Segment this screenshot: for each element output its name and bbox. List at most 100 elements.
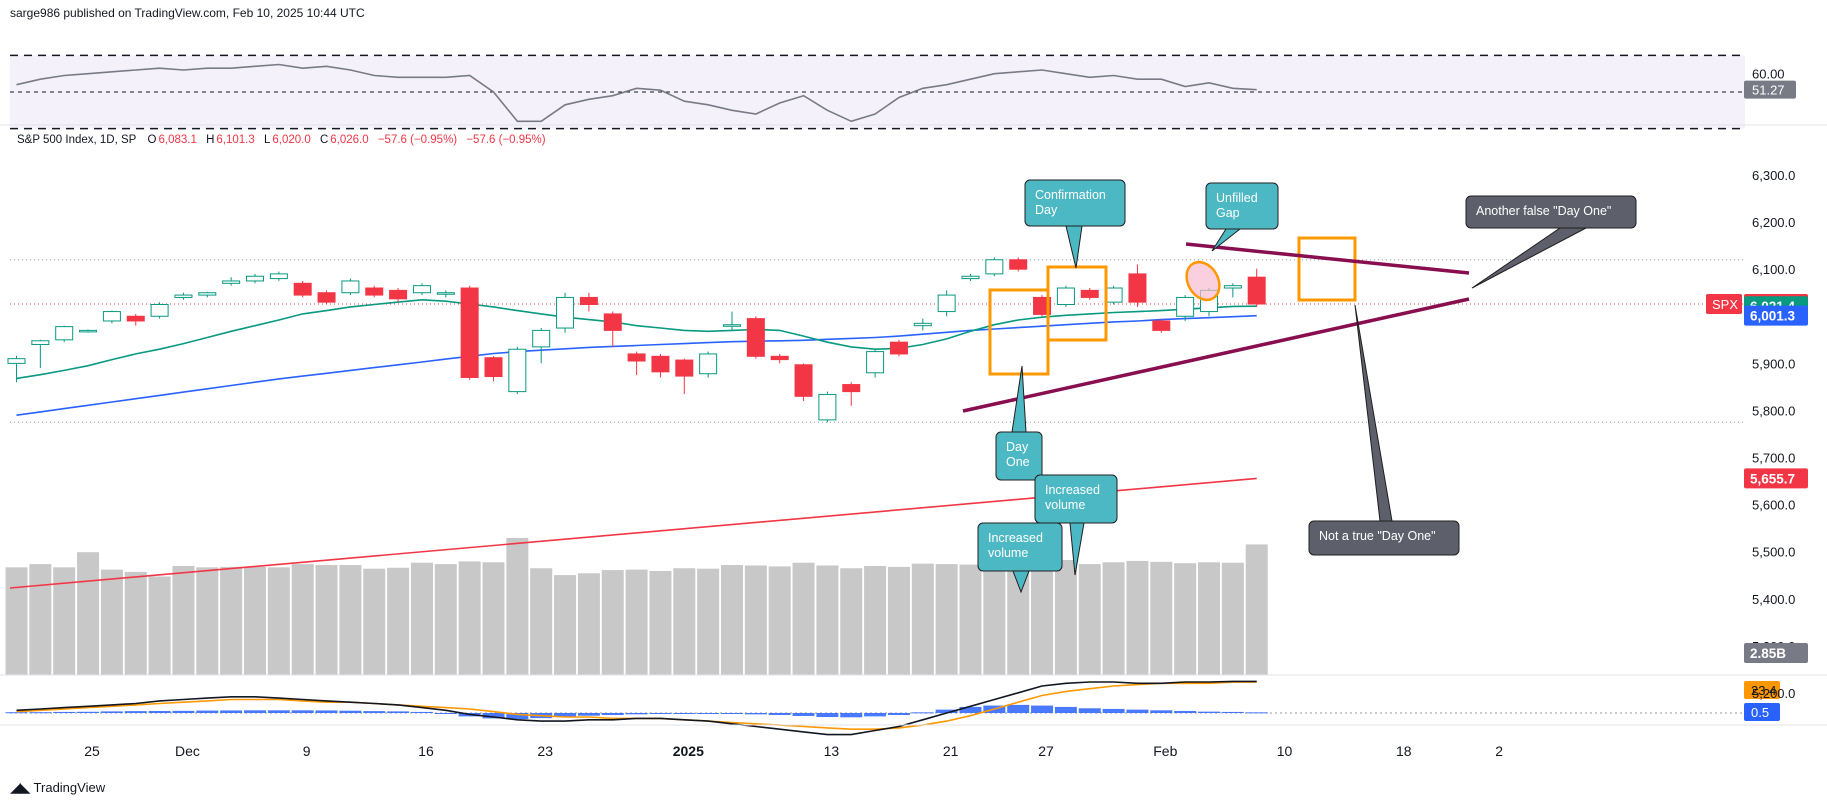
ma20-line — [16, 298, 1257, 380]
macd-histogram-bar — [77, 711, 100, 713]
highlight-box — [1046, 265, 1108, 342]
high-label: H — [206, 134, 215, 146]
price-tag-label: 2.85B — [1750, 646, 1786, 661]
price-tick-label: 5,700.0 — [1752, 451, 1795, 466]
candle-down — [651, 355, 670, 373]
price-tick-label: 6,200.0 — [1752, 215, 1795, 230]
time-tick-label: 10 — [1277, 743, 1293, 759]
macd-histogram-bar — [1031, 705, 1054, 713]
callout-increased-volume-2 — [977, 522, 1063, 572]
price-tag-label: 5,655.7 — [1750, 471, 1795, 486]
macd-histogram-bar — [220, 710, 243, 713]
macd-histogram-bar — [1102, 708, 1125, 713]
macd-histogram-bar — [267, 710, 290, 713]
candle-down — [794, 364, 813, 397]
volume-bar — [816, 565, 839, 675]
callout-unfilled-gap-text: Unfilled — [1216, 191, 1258, 205]
callout-another-false-day-one — [1465, 195, 1637, 229]
volume-bar — [697, 568, 720, 675]
macd-histogram-bar — [5, 712, 28, 714]
candle-up — [269, 273, 288, 280]
macd-histogram-bar — [673, 713, 696, 714]
candle-up — [699, 353, 718, 375]
volume-bar — [577, 573, 600, 675]
callout-confirmation-day-text: Confirmation — [1035, 188, 1106, 202]
candle-down — [1128, 273, 1147, 303]
macd-histogram-bar — [1245, 712, 1268, 714]
volume-bar — [100, 569, 123, 675]
macd-histogram-bar — [864, 713, 887, 717]
candle-down — [770, 355, 789, 361]
volume-bar — [410, 562, 433, 675]
callout-not-true-day-one-text: Not a true "Day One" — [1319, 529, 1436, 543]
candle-up — [198, 292, 217, 296]
macd-histogram-bar — [577, 713, 600, 716]
macd-histogram-bar — [1054, 706, 1077, 713]
price-tick-label: 5,800.0 — [1752, 403, 1795, 418]
volume-bar — [172, 565, 195, 675]
volume-bar — [148, 576, 171, 675]
volume-bar — [124, 571, 147, 675]
macd-histogram-bar — [554, 713, 577, 717]
candle-up — [723, 324, 741, 327]
rsi-line — [16, 63, 1257, 123]
candle-down — [293, 282, 312, 296]
symbol-tag-label: SPX — [1712, 297, 1738, 312]
macd-histogram-bar — [792, 713, 815, 716]
macd-histogram-bar — [148, 710, 171, 713]
candle-down — [746, 318, 765, 357]
candle-down — [1152, 320, 1171, 331]
candle-up — [556, 296, 575, 329]
callout-confirmation-day — [1024, 179, 1126, 227]
price-tag — [1744, 305, 1808, 326]
callout-confirmation-day-pointer — [1065, 225, 1083, 269]
candle-up — [866, 351, 885, 374]
candle-up — [1176, 296, 1195, 317]
time-tick-label: Feb — [1153, 743, 1177, 759]
candle-down — [317, 292, 336, 303]
macd-histogram-bar — [1221, 711, 1244, 713]
footer-brand[interactable]: ◢◣ TradingView — [10, 779, 105, 796]
volume-bar — [1031, 558, 1054, 675]
candle-down — [889, 341, 908, 355]
rsi-value-tag — [1744, 80, 1796, 99]
macd-histogram-bar — [1007, 704, 1030, 713]
candle-up — [222, 280, 241, 284]
volume-bar — [530, 568, 553, 675]
callout-another-false-day-one-text: Another false "Day One" — [1476, 204, 1611, 218]
volume-bar — [768, 566, 791, 675]
candle-up — [150, 304, 169, 317]
macd-histogram-bar — [196, 710, 219, 713]
macd-line — [16, 680, 1257, 736]
time-tick-label: 2025 — [673, 743, 704, 759]
candle-down — [627, 353, 646, 362]
candle-up — [508, 348, 527, 393]
candle-down — [1033, 296, 1052, 315]
support-trendline — [962, 297, 1470, 413]
volume-bar — [1126, 560, 1149, 675]
macd-histogram-bar — [625, 713, 648, 715]
volume-bar — [458, 561, 481, 675]
price-tick-label: 5,900.0 — [1752, 356, 1795, 371]
candle-up — [246, 275, 264, 282]
open-label: O — [147, 134, 157, 146]
change-value: −57.6 (−0.95%) — [377, 134, 458, 146]
volume-bar — [935, 564, 958, 675]
footer-brand-label: TradingView — [33, 780, 106, 795]
volume-bar — [840, 568, 863, 675]
candle-up — [436, 292, 455, 295]
candle-up — [1223, 285, 1242, 289]
price-tick-label: 5,500.0 — [1752, 545, 1795, 560]
ma50-line — [16, 314, 1257, 416]
macd-histogram-bar — [1198, 711, 1220, 713]
macd-histogram-bar — [53, 711, 76, 713]
candle-up — [532, 329, 551, 348]
volume-bar — [1150, 561, 1173, 675]
macd-hist-label: 0.5 — [1751, 705, 1769, 720]
callout-increased-volume-1-text: volume — [1045, 498, 1085, 512]
macd-histogram-bar — [172, 710, 195, 713]
macd-histogram-bar — [434, 713, 457, 714]
